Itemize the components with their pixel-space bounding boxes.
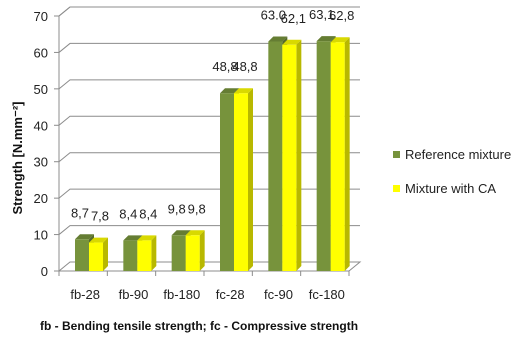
gridline: [58, 115, 360, 126]
data-label: 7,8: [91, 209, 109, 224]
bar-ca: [89, 242, 103, 271]
x-tick-label: fc-90: [264, 287, 293, 302]
left-wall-edge: [58, 6, 71, 271]
y-tick-label: 70: [34, 9, 48, 24]
data-label: 48,8: [212, 59, 237, 74]
bar-top: [282, 39, 302, 45]
bar-top: [316, 36, 336, 42]
data-label: 9,8: [168, 201, 186, 216]
y-tick-label: 60: [34, 45, 48, 60]
x-tick-label: fc-28: [216, 287, 245, 302]
y-tick-label: 0: [41, 264, 48, 279]
legend-item-reference: Reference mixture: [393, 145, 511, 163]
data-label: 9,8: [188, 201, 206, 216]
y-axis-title: Strength [N.mm⁻²]: [10, 101, 25, 214]
gridline: [58, 79, 360, 90]
y-tick-label: 40: [34, 118, 48, 133]
gridline: [58, 6, 360, 17]
bar-top: [330, 37, 350, 43]
data-label: 8,4: [119, 206, 137, 221]
bar-reference: [123, 240, 138, 271]
gridlines: [58, 6, 360, 235]
bar-top: [234, 88, 253, 94]
bars: [75, 36, 350, 272]
legend-swatch-ca: [393, 184, 400, 192]
x-tick-label: fc-180: [309, 287, 345, 302]
x-tick-label: fb-180: [163, 287, 200, 302]
bar-side: [103, 237, 108, 271]
y-axis-ticks: 0 10 20 30 40 50 60 70: [34, 9, 59, 279]
data-labels: 8,7 7,8 8,4 8,4 9,8 9,8 48,848,8 63.062,1 63,162…: [71, 7, 354, 223]
y-tick-label: 30: [34, 155, 48, 170]
data-label: 8,7: [71, 205, 89, 220]
y-tick-label: 10: [34, 228, 48, 243]
bar-top: [89, 237, 108, 243]
bar-side: [151, 235, 157, 271]
bar-reference: [75, 239, 89, 271]
bar-ca: [282, 44, 297, 272]
x-tick-label: fb-28: [70, 287, 100, 302]
bar-side: [248, 88, 253, 271]
legend-swatch-reference: [393, 150, 400, 158]
data-label: 62,1: [281, 11, 306, 26]
bar-reference: [268, 41, 283, 271]
bar-ca: [137, 240, 152, 271]
data-label: 63.0: [261, 8, 286, 23]
bar-reference: [171, 235, 186, 271]
gridline: [58, 188, 360, 199]
chart-footnote: fb - Bending tensile strength; fc - Comp…: [40, 319, 359, 333]
y-tick-label: 20: [34, 191, 48, 206]
bar-ca: [330, 42, 345, 271]
legend-label-ca: Mixture with CA: [405, 180, 497, 196]
bar-top: [123, 235, 143, 241]
x-axis-ticks: fb-28 fb-90 fb-180 fc-28 fc-90 fc-180: [58, 271, 350, 302]
bar-top: [268, 36, 288, 42]
bar-top: [75, 234, 94, 240]
data-label: 62,8: [329, 8, 354, 23]
bar-side: [296, 39, 302, 272]
data-label: 48,8: [232, 59, 257, 74]
data-label: 63,1: [309, 7, 334, 22]
bar-reference: [220, 93, 234, 271]
gridline: [58, 42, 360, 53]
bar-top: [220, 88, 239, 94]
legend: Reference mixture Mixture with CA: [393, 145, 511, 213]
bar-ca: [185, 235, 200, 271]
gridline: [58, 225, 360, 235]
chart-walls: [57, 6, 362, 272]
legend-item-ca: Mixture with CA: [393, 179, 511, 197]
bar-reference: [316, 41, 331, 272]
bar-top: [171, 230, 191, 236]
bar-top: [137, 235, 157, 241]
gridline: [58, 152, 360, 163]
bar-top: [185, 230, 205, 236]
y-tick-label: 50: [34, 82, 48, 97]
bar-side: [344, 37, 350, 271]
data-label: 8,4: [139, 206, 157, 221]
bar-side: [199, 230, 205, 271]
x-tick-label: fb-90: [119, 287, 149, 302]
legend-label-reference: Reference mixture: [405, 146, 512, 162]
bar-ca: [234, 93, 248, 271]
